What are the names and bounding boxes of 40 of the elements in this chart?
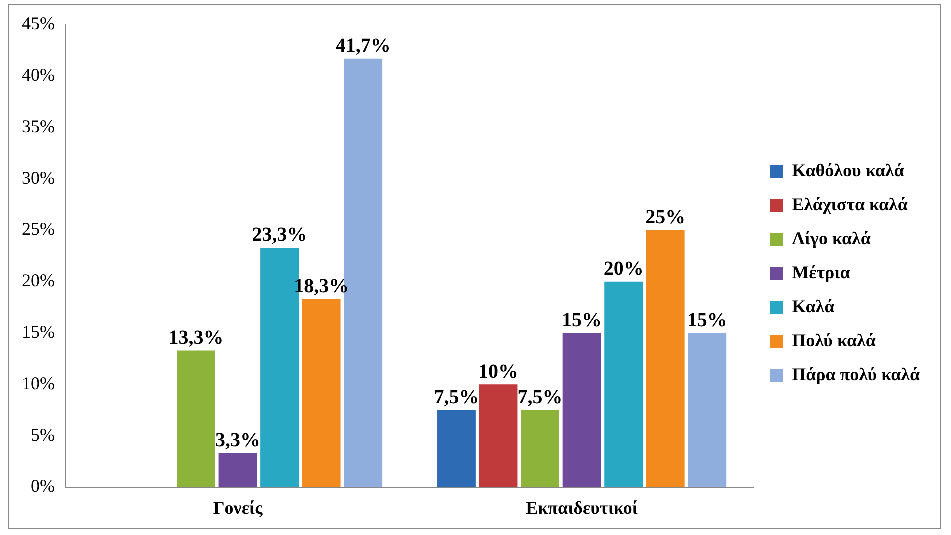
legend-label: Ελάχιστα καλά <box>792 194 908 215</box>
bar <box>646 230 685 488</box>
legend-label: Πολύ καλά <box>792 330 876 351</box>
bar <box>438 410 476 488</box>
legend-label: Λίγο καλά <box>792 228 871 249</box>
data-label: 10% <box>478 360 518 383</box>
data-label: 15% <box>562 309 602 332</box>
x-tick-label: Εκπαιδευτικοί <box>526 498 638 518</box>
y-tick-label: 20% <box>22 270 55 291</box>
bar <box>562 333 602 488</box>
bar <box>521 410 560 488</box>
data-label: 15% <box>687 309 728 332</box>
y-tick-label: 30% <box>22 168 55 188</box>
y-tick-label: 35% <box>22 116 55 136</box>
data-label: 3,3% <box>216 430 261 452</box>
y-tick-label: 10% <box>22 373 55 394</box>
bar <box>177 350 216 488</box>
bar <box>218 453 258 488</box>
data-label: 25% <box>646 206 686 229</box>
data-label: 20% <box>604 258 644 280</box>
data-label: 13,3% <box>168 326 224 349</box>
y-tick-label: 40% <box>22 65 55 86</box>
data-label: 23,3% <box>252 224 308 246</box>
bar <box>479 384 518 488</box>
y-tick-label: 0% <box>30 476 55 496</box>
y-tick-label: 45% <box>22 14 55 34</box>
legend-label: Καλά <box>792 296 835 317</box>
legend-label: Πάρα πολύ καλά <box>792 364 920 385</box>
data-label: 7,5% <box>434 386 480 409</box>
data-label: 41,7% <box>336 35 391 58</box>
y-tick-label: 5% <box>30 424 55 445</box>
bar <box>604 282 644 488</box>
x-tick-label: Γονείς <box>213 498 264 518</box>
bar <box>688 333 727 488</box>
bar <box>302 299 341 488</box>
legend-label: Καθόλου καλά <box>792 160 904 181</box>
legend-label: Μέτρια <box>792 262 850 283</box>
y-tick-label: 15% <box>22 322 55 342</box>
data-label: 7,5% <box>518 386 563 409</box>
y-tick-label: 25% <box>22 219 55 240</box>
